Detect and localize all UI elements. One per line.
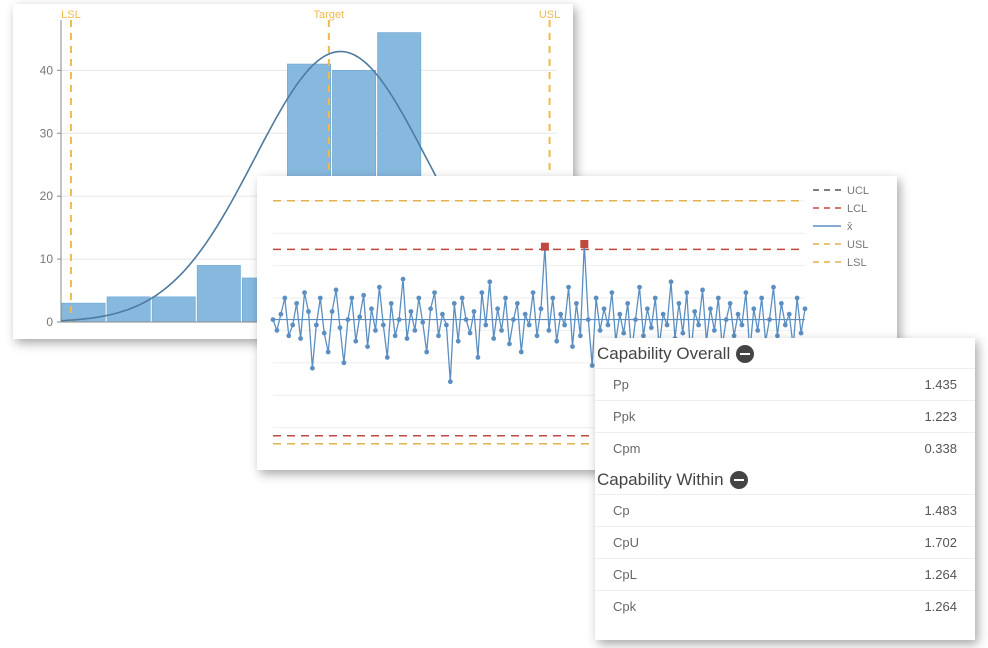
capability-row: Cp 1.483: [595, 494, 975, 526]
capability-metric-value: 1.483: [924, 503, 957, 518]
svg-text:0: 0: [46, 315, 53, 329]
svg-text:10: 10: [40, 252, 54, 266]
capability-section-header[interactable]: Capability Within: [595, 464, 975, 494]
capability-metric-label: Cp: [613, 503, 630, 518]
capability-metric-label: CpU: [613, 535, 639, 550]
capability-metric-value: 1.435: [924, 377, 957, 392]
capability-metric-label: CpL: [613, 567, 637, 582]
capability-row: CpU 1.702: [595, 526, 975, 558]
capability-row: Cpm 0.338: [595, 432, 975, 464]
capability-metric-value: 1.264: [924, 599, 957, 614]
svg-text:20: 20: [40, 189, 54, 203]
capability-row: CpL 1.264: [595, 558, 975, 590]
svg-text:UCL: UCL: [847, 185, 869, 197]
svg-text:x̄: x̄: [847, 221, 853, 233]
capability-section-title: Capability Overall: [597, 344, 730, 364]
svg-text:30: 30: [40, 126, 54, 140]
spec-line-label: USL: [539, 9, 560, 21]
capability-metric-value: 1.223: [924, 409, 957, 424]
capability-section-header[interactable]: Capability Overall: [595, 338, 975, 368]
capability-metric-label: Pp: [613, 377, 629, 392]
outlier-marker: [580, 240, 588, 248]
capability-row: Pp 1.435: [595, 368, 975, 400]
capability-metric-value: 1.264: [924, 567, 957, 582]
capability-metric-label: Ppk: [613, 409, 635, 424]
capability-row: Ppk 1.223: [595, 400, 975, 432]
spec-line-label: Target: [314, 9, 345, 21]
svg-text:40: 40: [40, 63, 54, 77]
control-chart-legend: UCL LCL x̄ USL LSL: [813, 185, 869, 269]
capability-metric-value: 1.702: [924, 535, 957, 550]
capability-metric-value: 0.338: [924, 441, 957, 456]
capability-panel: Capability Overall Pp 1.435 Ppk 1.223 Cpm 0.33…: [595, 338, 975, 640]
spec-line-label: LSL: [61, 9, 81, 21]
svg-text:LCL: LCL: [847, 203, 867, 215]
root-canvas: 0 10 20 30 40 LSL Target USL UCL LCL x̄ USL LSL Cap…: [0, 0, 988, 648]
capability-row: Cpk 1.264: [595, 590, 975, 622]
collapse-icon[interactable]: [730, 471, 748, 489]
collapse-icon[interactable]: [736, 345, 754, 363]
capability-metric-label: Cpm: [613, 441, 640, 456]
svg-text:USL: USL: [847, 239, 868, 251]
svg-text:LSL: LSL: [847, 257, 867, 269]
outlier-marker: [541, 243, 549, 251]
capability-metric-label: Cpk: [613, 599, 636, 614]
capability-section-title: Capability Within: [597, 470, 724, 490]
